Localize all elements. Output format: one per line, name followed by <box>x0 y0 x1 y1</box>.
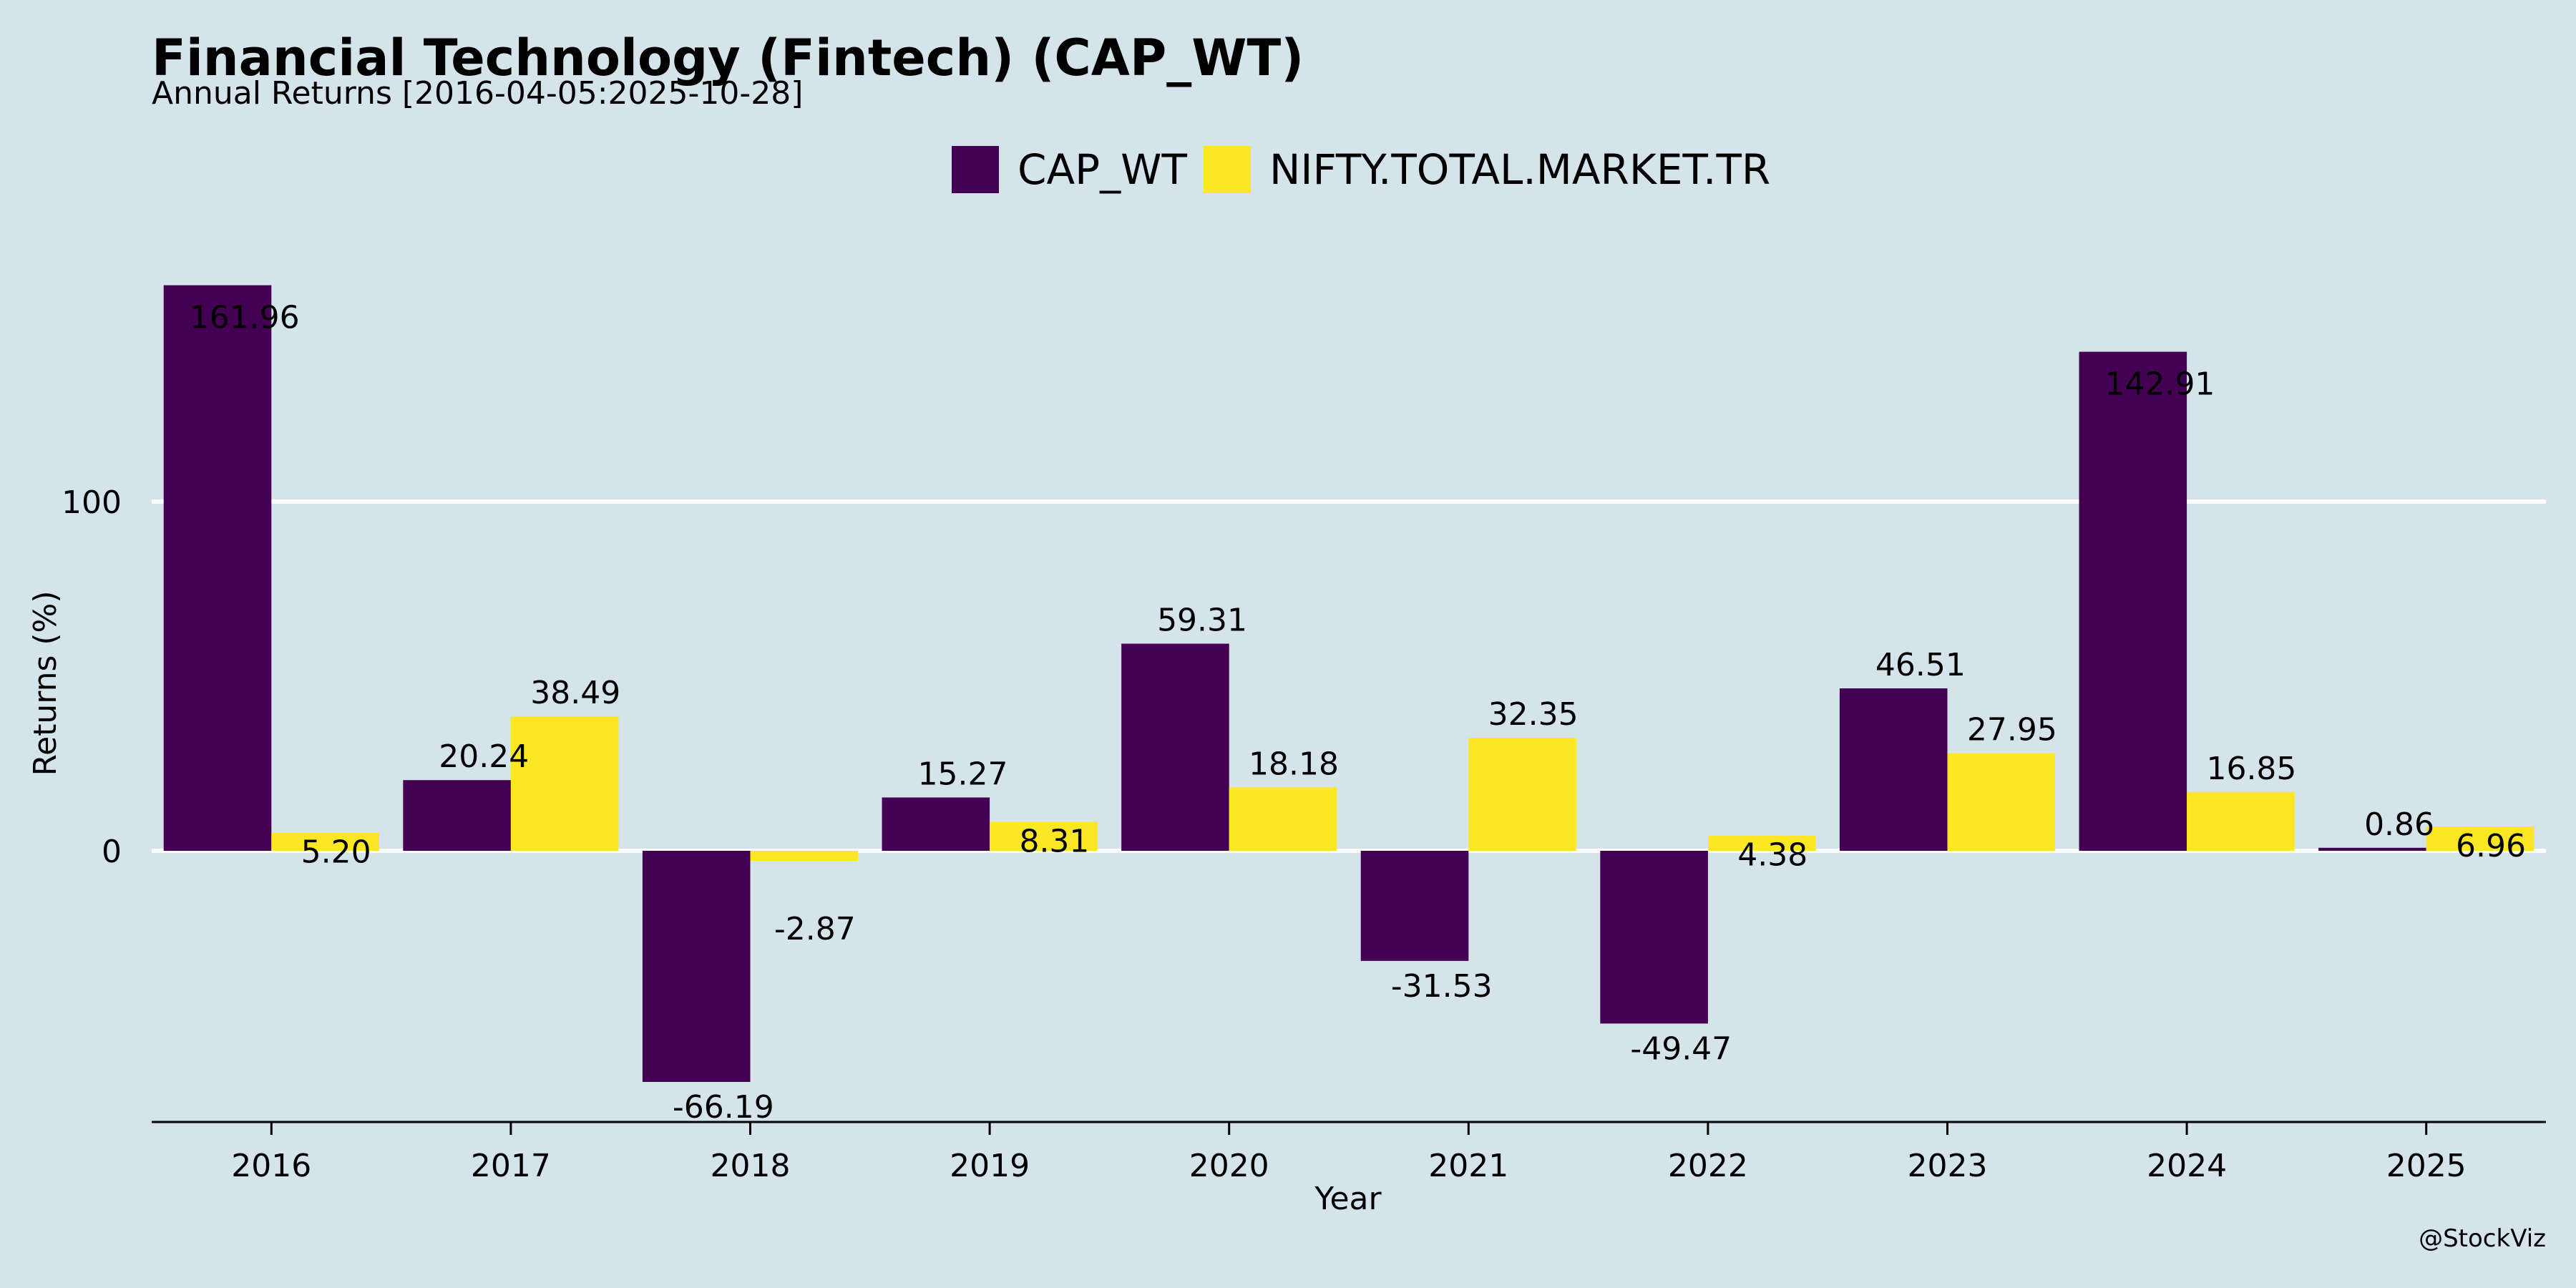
bar-cap-wt <box>1121 643 1229 851</box>
data-label-nifty: 38.49 <box>530 675 620 711</box>
data-label-nifty: -2.87 <box>774 911 856 947</box>
x-tick-label: 2017 <box>471 1148 551 1184</box>
bar-nifty <box>1229 787 1337 851</box>
bar-cap-wt <box>163 285 272 851</box>
data-label-cap-wt: -31.53 <box>1391 968 1493 1005</box>
data-label-cap-wt: -49.47 <box>1630 1030 1732 1067</box>
bar-cap-wt <box>642 851 751 1083</box>
data-label-cap-wt: 46.51 <box>1875 647 1966 683</box>
data-label-cap-wt: 59.31 <box>1157 602 1247 639</box>
y-tick-label: 100 <box>62 484 122 521</box>
data-label-nifty: 6.96 <box>2456 828 2526 864</box>
x-tick-label: 2022 <box>1668 1148 1748 1184</box>
bar-nifty <box>1707 835 1816 851</box>
x-tick-label: 2018 <box>711 1148 791 1184</box>
legend-label-cap-wt: CAP_WT <box>1018 145 1187 194</box>
data-label-nifty: 5.20 <box>301 834 371 871</box>
data-label-cap-wt: 20.24 <box>439 738 529 775</box>
bar-nifty <box>2187 791 2295 851</box>
data-label-cap-wt: 161.96 <box>190 300 300 336</box>
data-label-nifty: 27.95 <box>1967 712 2057 748</box>
data-label-cap-wt: -66.19 <box>673 1089 774 1126</box>
bar-cap-wt <box>1600 851 1708 1024</box>
x-tick-label: 2024 <box>2147 1148 2227 1184</box>
bar-cap-wt <box>882 797 990 851</box>
data-label-nifty: 16.85 <box>2206 751 2296 787</box>
bar-nifty <box>271 832 379 851</box>
credit-label: @StockViz <box>2419 1224 2546 1253</box>
chart-title: Financial Technology (Fintech) (CAP_WT) <box>152 29 1304 87</box>
y-axis: 0 100 <box>62 484 122 870</box>
chart-subtitle: Annual Returns [2016-04-05:2025-10-28] <box>152 75 803 112</box>
legend-swatch-cap-wt <box>952 146 999 193</box>
data-label-cap-wt: 0.86 <box>2364 806 2434 843</box>
legend: CAP_WT NIFTY.TOTAL.MARKET.TR <box>952 145 1770 194</box>
data-label-cap-wt: 15.27 <box>917 756 1008 792</box>
bar-nifty <box>750 851 859 862</box>
y-tick-label: 0 <box>102 834 122 870</box>
data-label-nifty: 18.18 <box>1249 746 1339 782</box>
x-tick-label: 2025 <box>2386 1148 2467 1184</box>
x-axis: 2016 2017 2018 2019 2020 2021 2022 2023 2024 2025 <box>152 1121 2546 1184</box>
x-tick-label: 2023 <box>1908 1148 1988 1184</box>
bar-cap-wt <box>2079 351 2187 851</box>
x-tick-label: 2020 <box>1189 1148 1269 1184</box>
x-tick-label: 2019 <box>950 1148 1030 1184</box>
bar-cap-wt <box>2318 847 2426 851</box>
bar-nifty <box>1947 753 2056 851</box>
y-axis-title: Returns (%) <box>27 590 64 776</box>
data-label-nifty: 8.31 <box>1019 823 1089 859</box>
bar-nifty <box>2426 826 2534 851</box>
bar-nifty <box>990 821 1098 851</box>
bar-cap-wt <box>403 780 511 851</box>
bar-cap-wt <box>1839 688 1948 851</box>
x-tick-label: 2016 <box>231 1148 311 1184</box>
data-label-nifty: 32.35 <box>1488 696 1579 733</box>
legend-label-nifty: NIFTY.TOTAL.MARKET.TR <box>1269 145 1770 194</box>
legend-swatch-nifty <box>1204 146 1251 193</box>
data-label-nifty: 4.38 <box>1737 837 1807 874</box>
bar-cap-wt <box>1360 851 1469 961</box>
data-label-cap-wt: 142.91 <box>2104 366 2215 403</box>
bar-nifty <box>1468 738 1576 851</box>
x-axis-title: Year <box>1314 1181 1382 1217</box>
bar-nifty <box>510 716 619 851</box>
bars <box>163 285 2534 1083</box>
x-tick-label: 2021 <box>1428 1148 1508 1184</box>
